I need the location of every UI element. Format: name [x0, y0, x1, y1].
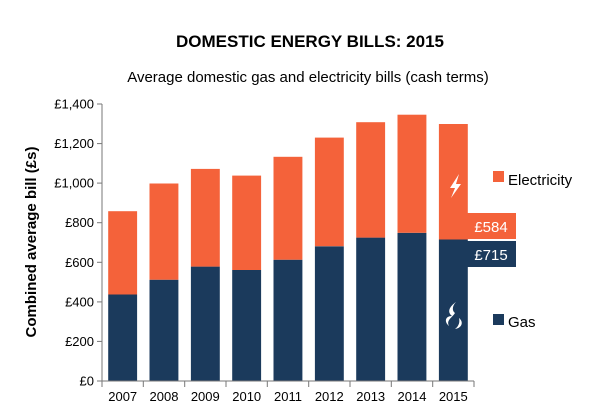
x-tick-label-2009: 2009 — [191, 389, 220, 404]
bars-group — [108, 114, 468, 381]
x-tick-label-2011: 2011 — [274, 389, 302, 404]
lightning-bolt-icon — [450, 174, 461, 198]
legend-label-electricity: Electricity — [508, 172, 573, 189]
chart-title: DOMESTIC ENERGY BILLS: 2015 — [176, 32, 444, 51]
bar-electricity-2015 — [438, 124, 468, 240]
x-tick-label-2014: 2014 — [398, 389, 427, 404]
bar-electricity-2008 — [149, 183, 179, 280]
y-tick-label: £0 — [80, 374, 94, 389]
chart-subtitle: Average domestic gas and electricity bil… — [127, 69, 489, 86]
bar-electricity-2013 — [356, 122, 386, 238]
y-tick-label: £1,400 — [54, 97, 94, 112]
bar-electricity-2011 — [273, 156, 303, 260]
value-label-bg-electricity — [467, 213, 516, 239]
x-tick-label-2007: 2007 — [108, 389, 137, 404]
bar-electricity-2007 — [108, 211, 138, 295]
x-tick-label-2012: 2012 — [315, 389, 344, 404]
bar-electricity-2012 — [314, 137, 344, 247]
x-tick-label-2015: 2015 — [439, 389, 468, 404]
bar-gas-2012 — [314, 246, 344, 381]
x-tick-label-2008: 2008 — [150, 389, 179, 404]
axes-group — [97, 103, 475, 387]
x-tick-label-2010: 2010 — [232, 389, 261, 404]
y-tick-label: £600 — [65, 255, 94, 270]
y-tick-label: £400 — [65, 294, 94, 309]
bar-gas-2014 — [397, 232, 427, 381]
y-tick-label: £1,200 — [54, 136, 94, 151]
bar-gas-2008 — [149, 279, 179, 381]
legend-swatch-gas — [493, 314, 504, 325]
y-tick-label: £800 — [65, 215, 94, 230]
value-label-gas: £715 — [474, 247, 507, 264]
y-tick-label: £200 — [65, 334, 94, 349]
bar-gas-2011 — [273, 259, 303, 381]
bar-gas-2010 — [232, 270, 262, 381]
legend-swatch-electricity — [493, 171, 504, 182]
bar-gas-2007 — [108, 294, 138, 381]
gas-flame-icon — [445, 302, 462, 329]
bar-gas-2009 — [190, 266, 220, 381]
y-tick-label: £1,000 — [54, 176, 94, 191]
value-label-bg-gas — [467, 241, 516, 267]
bar-gas-2015 — [438, 239, 468, 381]
y-axis-label: Combined average bill (£s) — [23, 147, 40, 338]
bar-gas-2013 — [356, 237, 386, 381]
bar-electricity-2010 — [232, 175, 262, 270]
bar-electricity-2009 — [190, 168, 220, 267]
bar-electricity-2014 — [397, 114, 427, 233]
x-tick-label-2013: 2013 — [356, 389, 385, 404]
legend-label-gas: Gas — [508, 314, 536, 331]
ticks-group: 2007 2008 2009 2010 2011 2012 2013 2014 2015 £0 £2… — [54, 97, 468, 405]
value-label-electricity: £584 — [474, 219, 507, 236]
